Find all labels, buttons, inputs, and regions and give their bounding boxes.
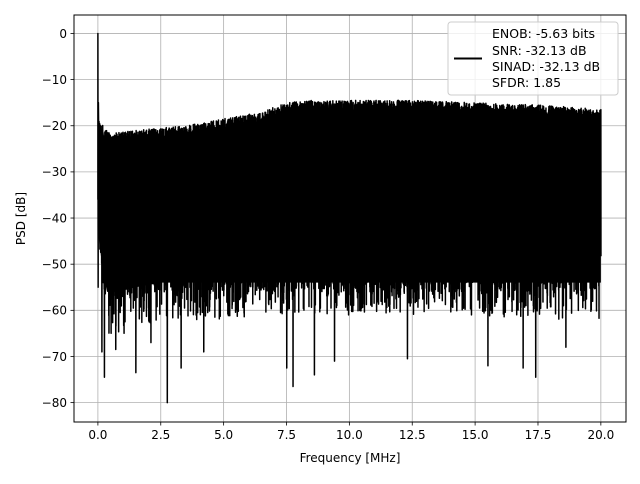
y-tick-label: −70 (42, 350, 67, 364)
psd-series-core (98, 114, 601, 292)
x-tick-label: 5.0 (214, 428, 233, 442)
y-tick-label: −10 (42, 73, 67, 87)
y-tick-label: −30 (42, 165, 67, 179)
y-tick-label: −40 (42, 211, 67, 225)
legend: ENOB: -5.63 bits SNR: -32.13 dB SINAD: -… (447, 21, 619, 96)
legend-enob: ENOB: -5.63 bits (492, 26, 595, 41)
x-tick-label: 2.5 (151, 428, 170, 442)
y-tick-label: −80 (42, 396, 67, 410)
axes-frame (73, 14, 627, 423)
x-axis-label: Frequency [MHz] (300, 451, 401, 465)
x-tick-label: 7.5 (277, 428, 296, 442)
x-tick-label: 0.0 (88, 428, 107, 442)
y-tick-label: −60 (42, 304, 67, 318)
legend-sfdr: SFDR: 1.85 (492, 75, 561, 90)
y-axis-ticks: 0 −10 −20 −30 −40 −50 −60 −70 −80 (42, 27, 74, 410)
legend-snr: SNR: -32.13 dB (492, 43, 587, 58)
legend-sinad: SINAD: -32.13 dB (492, 59, 600, 74)
plot-data (97, 32, 602, 404)
x-tick-label: 20.0 (587, 428, 614, 442)
legend-box (447, 21, 619, 96)
y-tick-label: −20 (42, 119, 67, 133)
x-tick-label: 10.0 (336, 428, 363, 442)
y-tick-label: 0 (59, 27, 67, 41)
x-tick-label: 12.5 (399, 428, 426, 442)
x-axis-ticks: 0.0 2.5 5.0 7.5 10.0 12.5 15.0 17.5 20.0 (88, 422, 614, 442)
x-tick-label: 15.0 (462, 428, 489, 442)
y-axis-label: PSD [dB] (14, 192, 28, 245)
y-tick-label: −50 (42, 257, 67, 271)
x-tick-label: 17.5 (525, 428, 552, 442)
